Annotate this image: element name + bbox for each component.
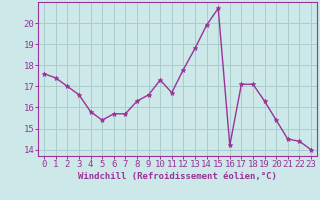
X-axis label: Windchill (Refroidissement éolien,°C): Windchill (Refroidissement éolien,°C) bbox=[78, 172, 277, 181]
